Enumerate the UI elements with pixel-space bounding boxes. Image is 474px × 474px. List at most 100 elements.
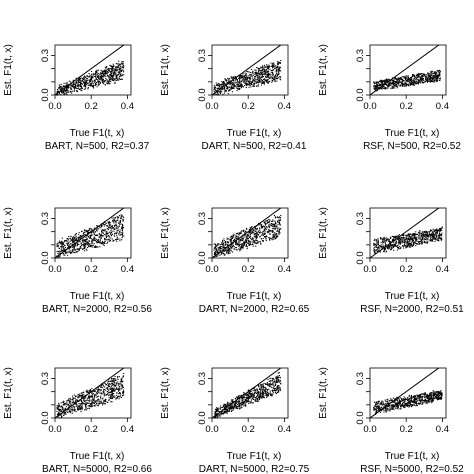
- scatter-point: [93, 236, 95, 238]
- scatter-point: [247, 80, 249, 83]
- scatter-point: [216, 252, 219, 254]
- scatter-point: [272, 236, 274, 238]
- scatter-point: [80, 399, 82, 401]
- scatter-point: [378, 248, 380, 250]
- scatter-point: [430, 76, 432, 78]
- scatter-point: [93, 237, 95, 239]
- scatter-point: [437, 236, 439, 238]
- scatter-point: [377, 239, 379, 241]
- scatter-point: [435, 79, 437, 81]
- scatter-point: [436, 80, 438, 82]
- scatter-point: [416, 77, 418, 79]
- scatter-point: [412, 240, 414, 242]
- scatter-point: [429, 236, 432, 238]
- scatter-point: [116, 235, 118, 237]
- scatter-point: [90, 235, 92, 237]
- scatter-point: [408, 245, 410, 247]
- scatter-point: [77, 90, 79, 93]
- scatter-point: [88, 395, 90, 397]
- scatter-point: [426, 242, 429, 244]
- scatter-point: [85, 244, 87, 246]
- scatter-point: [119, 238, 121, 240]
- scatter-point: [77, 396, 79, 398]
- scatter-point: [215, 248, 217, 250]
- scatter-point: [75, 239, 77, 241]
- scatter-point: [230, 83, 232, 85]
- scatter-point: [255, 245, 257, 247]
- scatter-point: [277, 64, 279, 66]
- scatter-point: [383, 236, 385, 238]
- scatter-point: [238, 76, 240, 78]
- scatter-point: [108, 80, 111, 82]
- scatter-point: [81, 87, 84, 89]
- scatter-point: [67, 247, 69, 249]
- scatter-point: [265, 238, 267, 240]
- scatter-point: [240, 81, 242, 83]
- scatter-point: [273, 214, 275, 217]
- scatter-point: [216, 91, 218, 93]
- scatter-point: [120, 78, 122, 80]
- scatter-point: [235, 236, 237, 238]
- scatter-point: [90, 75, 92, 78]
- scatter-point: [108, 225, 110, 227]
- scatter-point: [230, 88, 232, 90]
- scatter-point: [242, 77, 244, 79]
- scatter-point: [245, 236, 248, 238]
- scatter-point: [252, 79, 254, 81]
- scatter-point: [62, 407, 64, 409]
- scatter-point: [62, 401, 64, 403]
- scatter-point: [215, 244, 217, 246]
- scatter-point: [218, 83, 220, 85]
- scatter-point: [73, 240, 75, 242]
- scatter-point: [98, 402, 101, 405]
- scatter-point: [83, 231, 85, 233]
- scatter-point: [404, 83, 406, 85]
- scatter-point: [63, 89, 65, 91]
- scatter-point: [260, 84, 263, 86]
- scatter-point: [85, 229, 87, 231]
- scatter-point: [383, 81, 385, 83]
- scatter-point: [268, 229, 270, 231]
- scatter-point: [95, 400, 97, 403]
- scatter-point: [111, 394, 114, 396]
- scatter-point: [273, 77, 275, 79]
- scatter-point: [241, 79, 243, 81]
- scatter-point: [69, 90, 71, 92]
- scatter-point: [95, 77, 97, 80]
- scatter-point: [97, 387, 99, 389]
- scatter-point: [108, 380, 110, 382]
- points: [213, 60, 282, 96]
- scatter-point: [424, 74, 426, 76]
- scatter-point: [231, 91, 233, 93]
- scatter-point: [243, 80, 245, 82]
- scatter-point: [108, 81, 110, 83]
- scatter-point: [100, 389, 102, 391]
- scatter-point: [267, 75, 269, 77]
- x-tick-label: 0.0: [363, 101, 376, 112]
- scatter-point: [428, 232, 431, 234]
- scatter-point: [379, 88, 381, 90]
- scatter-point: [84, 83, 86, 85]
- scatter-point: [257, 234, 259, 236]
- scatter-point: [251, 77, 253, 79]
- scatter-point: [409, 82, 411, 84]
- scatter-point: [414, 237, 416, 239]
- scatter-point: [61, 87, 63, 90]
- scatter-point: [277, 63, 279, 65]
- scatter-point: [402, 245, 404, 247]
- scatter-point: [82, 403, 84, 405]
- scatter-point: [213, 91, 215, 93]
- scatter-point: [392, 81, 394, 83]
- scatter-point: [71, 239, 73, 241]
- scatter-point: [256, 228, 258, 230]
- scatter-point: [118, 392, 120, 394]
- scatter-point: [121, 234, 123, 236]
- scatter-point: [66, 89, 68, 91]
- scatter-point: [412, 84, 414, 86]
- scatter-point: [392, 79, 394, 82]
- scatter-point: [388, 246, 390, 248]
- scatter-point: [405, 240, 407, 242]
- scatter-point: [82, 239, 84, 241]
- scatter-point: [106, 387, 108, 389]
- scatter-point: [278, 61, 280, 63]
